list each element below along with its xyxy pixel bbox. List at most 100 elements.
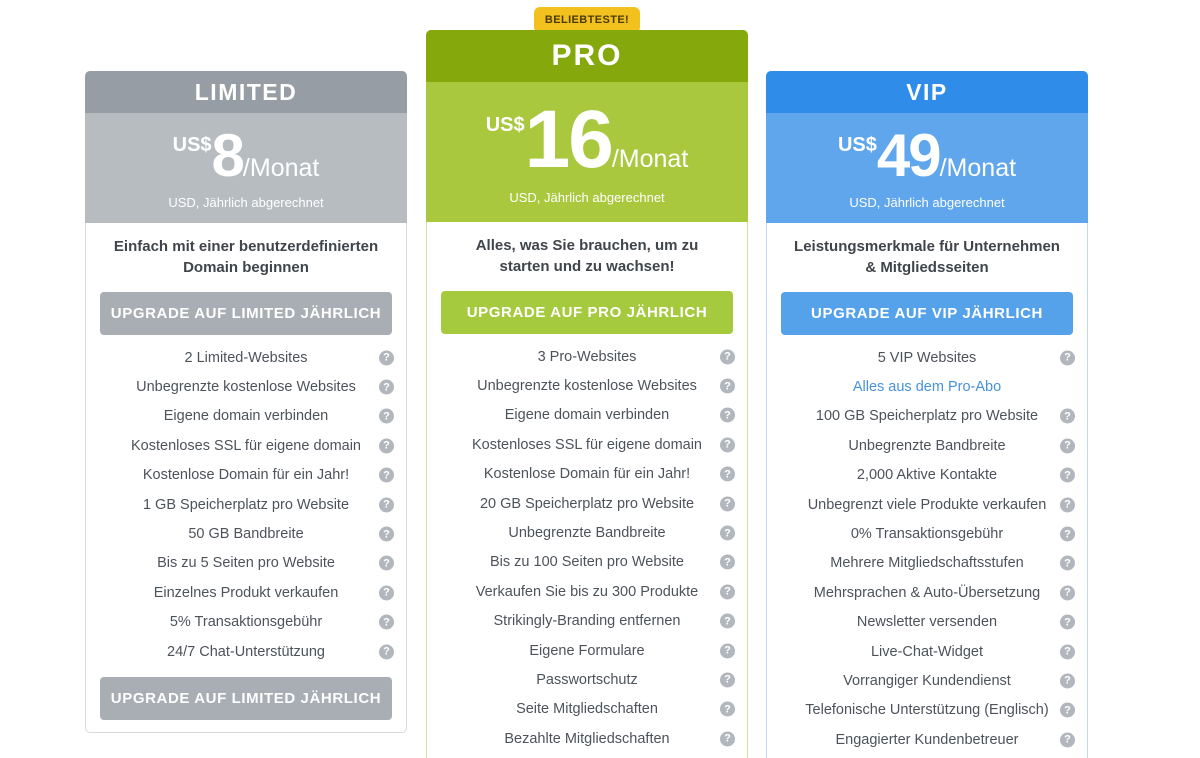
feature-row: Bis zu 5 Seiten pro Website ? [86, 549, 406, 578]
feature-label: Unbegrenzte Bandbreite [508, 525, 666, 542]
help-icon[interactable]: ? [1060, 497, 1075, 513]
feature-row: Kostenlose Domain für ein Jahr! ? [86, 461, 406, 490]
help-icon[interactable]: ? [720, 407, 735, 423]
feature-list-vip: 5 VIP Websites ? Alles aus dem Pro-Abo ?… [767, 343, 1087, 754]
upgrade-limited-button[interactable]: UPGRADE AUF LIMITED JÄHRLICH [100, 292, 392, 335]
feature-label: Mehrsprachen & Auto-Übersetzung [813, 584, 1041, 601]
feature-label: Unbegrenzte Bandbreite [848, 437, 1006, 454]
feature-row: 24/7 Chat-Unterstützung ? [86, 637, 406, 666]
help-icon[interactable]: ? [720, 731, 735, 747]
help-icon[interactable]: ? [1060, 467, 1075, 483]
help-icon[interactable]: ? [379, 555, 394, 571]
help-icon[interactable]: ? [1060, 673, 1075, 689]
help-icon[interactable]: ? [379, 408, 394, 424]
help-icon[interactable]: ? [379, 585, 394, 601]
feature-label: Eigene domain verbinden [163, 408, 329, 425]
help-icon[interactable]: ? [720, 496, 735, 512]
help-icon[interactable]: ? [1060, 526, 1075, 542]
help-icon[interactable]: ? [720, 525, 735, 541]
help-icon[interactable]: ? [720, 349, 735, 365]
help-icon[interactable]: ? [720, 643, 735, 659]
feature-list-limited: 2 Limited-Websites ? Unbegrenzte kostenl… [86, 343, 406, 666]
help-icon[interactable]: ? [379, 438, 394, 454]
price-amount: 16 [524, 94, 614, 185]
help-icon[interactable]: ? [720, 672, 735, 688]
feature-row: Strikingly-Branding entfernen ? [427, 607, 747, 636]
help-icon[interactable]: ? [1060, 614, 1075, 630]
plan-card-limited: LIMITED US$ 8 /Monat USD, Jährlich abger… [85, 71, 407, 733]
feature-label: 24/7 Chat-Unterstützung [167, 643, 325, 660]
feature-row: Eigene domain verbinden ? [427, 401, 747, 430]
feature-label: 5% Transaktionsgebühr [169, 614, 323, 631]
feature-label: Bezahlte Mitgliedschaften [504, 730, 670, 747]
feature-label: Newsletter versenden [856, 614, 998, 631]
price-area-pro: US$ 16 /Monat USD, Jährlich abgerechnet [426, 82, 748, 222]
feature-label: Passwortschutz [536, 671, 638, 688]
feature-row: Mehrere Mitgliedschaftsstufen ? [767, 549, 1087, 578]
help-icon[interactable]: ? [720, 584, 735, 600]
feature-row: Kostenlose Domain für ein Jahr! ? [427, 460, 747, 489]
feature-row: Verkaufen Sie bis zu 300 Produkte ? [427, 577, 747, 606]
feature-label: Bis zu 100 Seiten pro Website [490, 554, 684, 571]
feature-row: Engagierter Kundenbetreuer ? [767, 725, 1087, 754]
help-icon[interactable]: ? [379, 497, 394, 513]
feature-row: Unbegrenzte kostenlose Websites ? [86, 372, 406, 401]
feature-label: Kostenloses SSL für eigene domain [131, 437, 361, 454]
feature-label: 2 Limited-Websites [184, 349, 308, 366]
feature-label: 3 Pro-Websites [537, 348, 637, 365]
help-icon[interactable]: ? [720, 554, 735, 570]
feature-label: Kostenlose Domain für ein Jahr! [142, 467, 350, 484]
price-line: US$ 49 /Monat [838, 126, 1016, 186]
feature-row: 2,000 Aktive Kontakte ? [767, 461, 1087, 490]
feature-row: Live-Chat-Widget ? [767, 637, 1087, 666]
feature-row: 20 GB Speicherplatz pro Website ? [427, 489, 747, 518]
feature-row: Bis zu 100 Seiten pro Website ? [427, 548, 747, 577]
feature-row: Eigene domain verbinden ? [86, 402, 406, 431]
help-icon[interactable]: ? [1060, 702, 1075, 718]
feature-row: 3 Pro-Websites ? [427, 342, 747, 371]
help-icon[interactable]: ? [1060, 555, 1075, 571]
help-icon[interactable]: ? [1060, 408, 1075, 424]
feature-row: Telefonische Unterstützung (Englisch) ? [767, 696, 1087, 725]
help-icon[interactable]: ? [720, 378, 735, 394]
billing-note: USD, Jährlich abgerechnet [849, 195, 1005, 210]
help-icon[interactable]: ? [379, 467, 394, 483]
feature-row: 2 Limited-Websites ? [86, 343, 406, 372]
feature-label: 5 VIP Websites [877, 349, 977, 366]
help-icon[interactable]: ? [379, 614, 394, 630]
help-icon[interactable]: ? [1060, 350, 1075, 366]
help-icon[interactable]: ? [379, 526, 394, 542]
help-icon[interactable]: ? [379, 644, 394, 660]
feature-label: Seite Mitgliedschaften [516, 701, 658, 718]
feature-label: Unbegrenzte kostenlose Websites [136, 379, 356, 396]
help-icon[interactable]: ? [379, 379, 394, 395]
feature-label: Vorrangiger Kundendienst [843, 672, 1011, 689]
upgrade-vip-button[interactable]: UPGRADE AUF VIP JÄHRLICH [781, 292, 1073, 335]
price-currency: US$ [837, 134, 877, 156]
help-icon[interactable]: ? [1060, 585, 1075, 601]
feature-label: Mehrere Mitgliedschaftsstufen [830, 555, 1024, 572]
feature-label: Bis zu 5 Seiten pro Website [157, 555, 335, 572]
feature-row: 5% Transaktionsgebühr ? [86, 608, 406, 637]
feature-label: Eigene Formulare [529, 642, 645, 659]
feature-label: Einzelnes Produkt verkaufen [153, 584, 339, 601]
feature-row: 50 GB Bandbreite ? [86, 519, 406, 548]
help-icon[interactable]: ? [1060, 438, 1075, 454]
upgrade-pro-button[interactable]: UPGRADE AUF PRO JÄHRLICH [441, 291, 733, 334]
help-icon[interactable]: ? [720, 466, 735, 482]
feature-row: Einzelnes Produkt verkaufen ? [86, 578, 406, 607]
feature-label[interactable]: Alles aus dem Pro-Abo [852, 379, 1002, 396]
help-icon[interactable]: ? [720, 613, 735, 629]
popular-badge: BELIEBTESTE! [533, 7, 641, 33]
help-icon[interactable]: ? [1060, 644, 1075, 660]
help-icon[interactable]: ? [379, 350, 394, 366]
help-icon[interactable]: ? [720, 701, 735, 717]
help-icon[interactable]: ? [720, 437, 735, 453]
feature-row: Unbegrenzte Bandbreite ? [427, 518, 747, 547]
feature-label: Unbegrenzte kostenlose Websites [477, 378, 697, 395]
upgrade-limited-bottom-button[interactable]: UPGRADE AUF LIMITED JÄHRLICH [100, 677, 392, 721]
help-icon[interactable]: ? [1060, 732, 1075, 748]
plan-description-vip: Leistungsmerkmale für Unternehmen & Mitg… [794, 238, 1060, 276]
feature-row: Alles aus dem Pro-Abo ? [767, 372, 1087, 401]
plan-name-limited: LIMITED [85, 71, 407, 113]
